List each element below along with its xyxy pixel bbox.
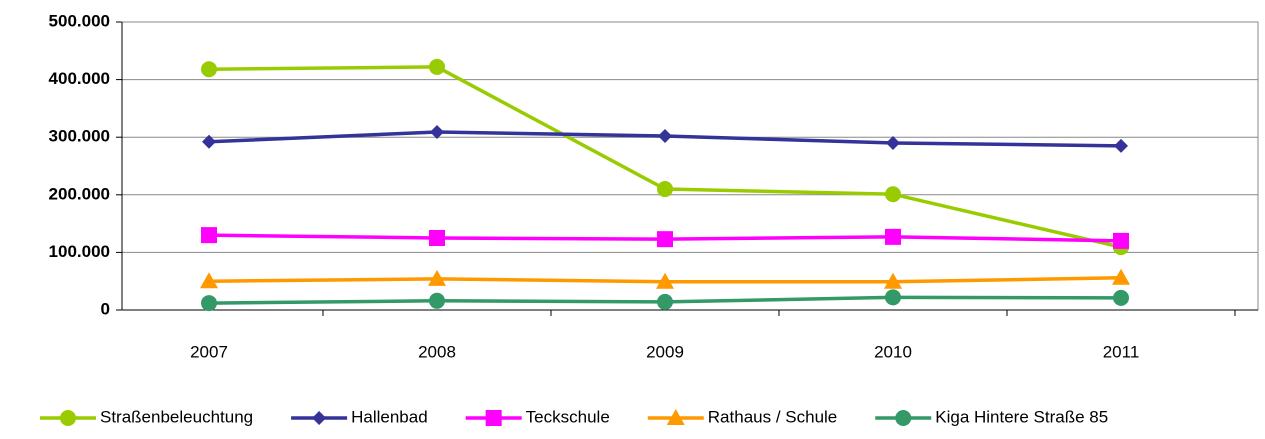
x-tick-label: 2008 (418, 342, 456, 361)
y-tick-label: 500.000 (49, 11, 110, 30)
x-tick-label: 2010 (874, 342, 912, 361)
marker (658, 129, 672, 144)
marker (428, 269, 446, 286)
marker (656, 272, 674, 289)
legend-label: Straßenbeleuchtung (100, 407, 253, 426)
marker (657, 181, 673, 198)
legend-item: Hallenbad (291, 407, 428, 426)
series-line (208, 65, 1122, 249)
legend-label: Kiga Hintere Straße 85 (935, 407, 1108, 426)
plot-border (121, 21, 1259, 311)
y-tick-label: 200.000 (49, 184, 110, 203)
marker (886, 135, 900, 150)
marker (312, 411, 327, 425)
marker (1114, 138, 1128, 153)
x-tick-label: 2011 (1103, 342, 1140, 361)
marker (657, 293, 673, 310)
y-tick-label: 100.000 (49, 242, 110, 261)
marker (60, 410, 76, 426)
marker (430, 125, 444, 140)
marker (429, 230, 445, 246)
marker (1113, 232, 1129, 249)
marker (1112, 268, 1130, 285)
marker (201, 227, 217, 244)
marker (657, 231, 673, 248)
marker (885, 228, 901, 245)
x-tick-label: 2009 (646, 342, 684, 361)
x-tick-label: 2007 (190, 342, 228, 361)
legend-label: Rathaus / Schule (708, 407, 837, 426)
marker (429, 292, 445, 309)
marker (200, 272, 218, 289)
y-tick-label: 0 (101, 299, 110, 318)
legend-label: Hallenbad (351, 407, 428, 426)
legend-label: Teckschule (526, 407, 610, 426)
marker (666, 409, 685, 425)
y-tick-label: 300.000 (49, 127, 110, 146)
marker (429, 58, 445, 75)
marker (885, 186, 901, 203)
y-tick-label: 400.000 (49, 69, 110, 88)
marker (884, 272, 902, 289)
marker (202, 134, 216, 149)
marker (201, 295, 217, 312)
marker (201, 61, 217, 78)
marker (895, 410, 912, 426)
marker (485, 410, 502, 426)
marker (1113, 289, 1129, 306)
marker (885, 289, 901, 306)
